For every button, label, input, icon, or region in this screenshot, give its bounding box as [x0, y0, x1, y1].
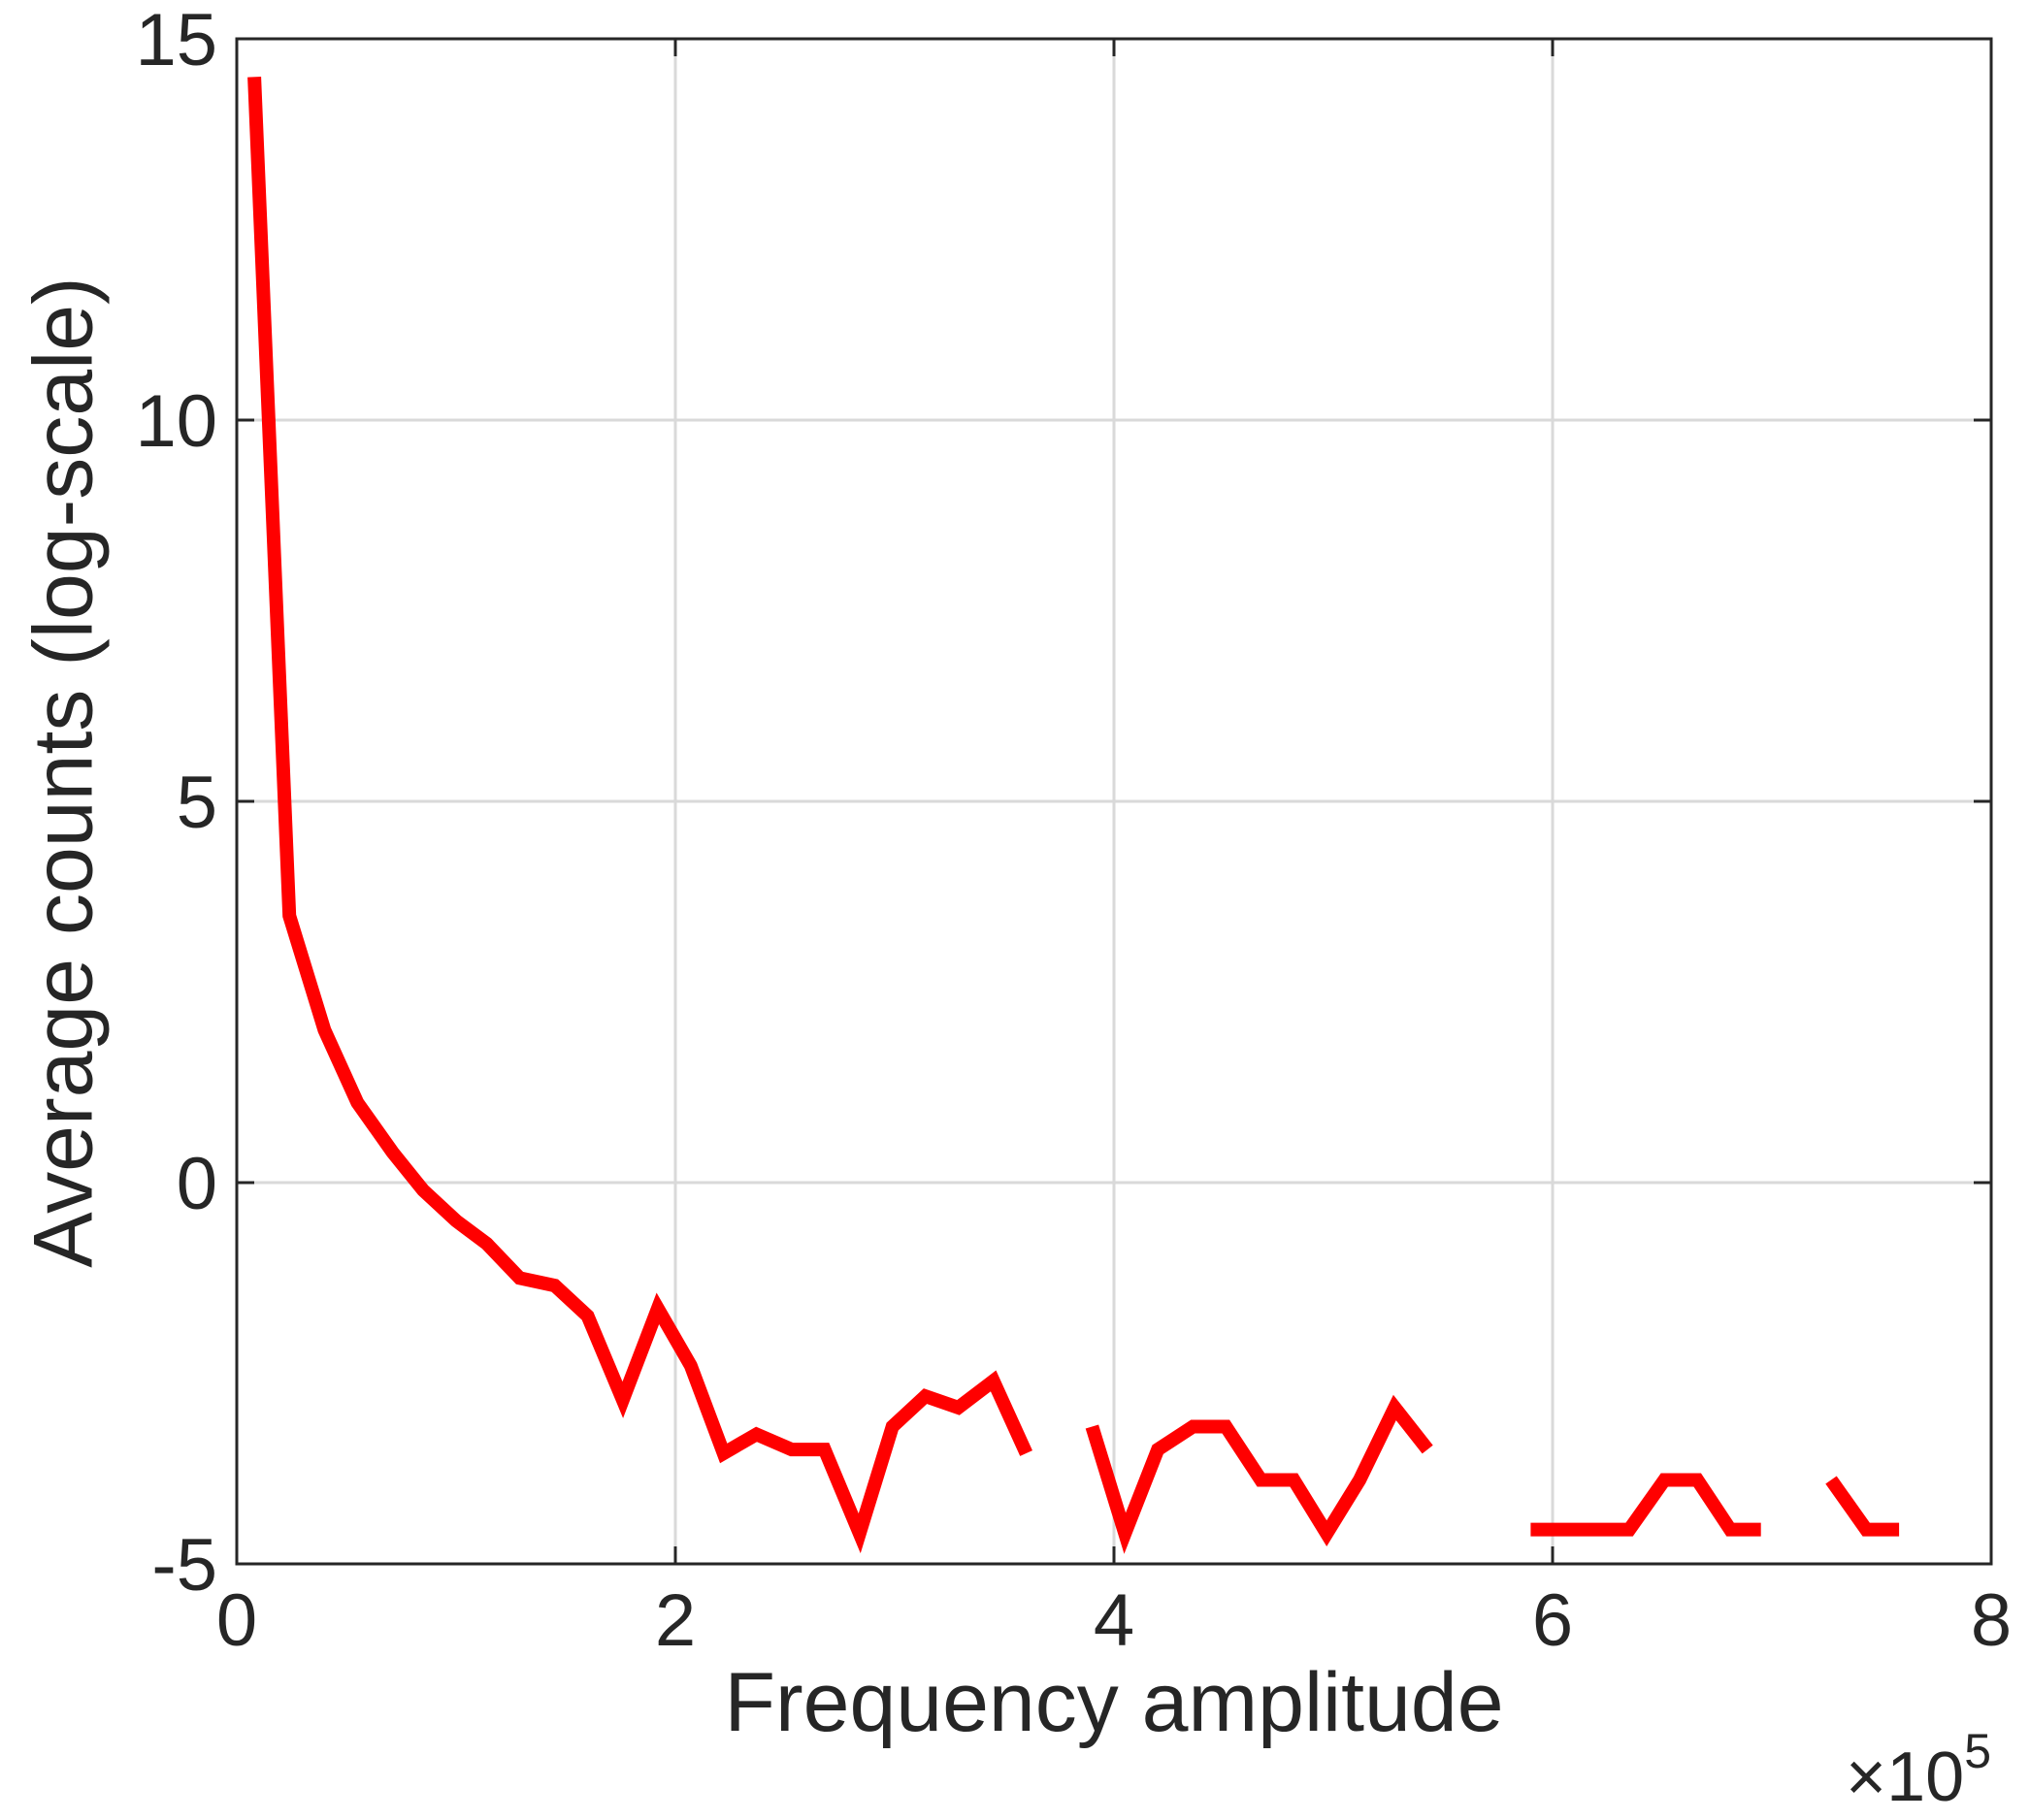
x-axis-multiplier-prefix: ×10: [1846, 1739, 1964, 1816]
y-tick-label: 15: [135, 0, 217, 81]
y-tick-label: -5: [151, 1524, 217, 1607]
series-line-segment: [1085, 1394, 1433, 1554]
x-tick-label: 0: [216, 1579, 257, 1662]
y-tick-label: 0: [177, 1143, 217, 1225]
series-line-segment: [1530, 1473, 1761, 1537]
series-layer: [247, 77, 1900, 1554]
x-axis-label: Frequency amplitude: [724, 1656, 1503, 1749]
x-tick-label: 2: [655, 1579, 696, 1662]
x-tick-label: 4: [1094, 1579, 1134, 1662]
x-tick-label: 6: [1532, 1579, 1573, 1662]
x-axis-multiplier-exponent: 5: [1964, 1724, 1991, 1778]
y-tick-label: 5: [177, 762, 217, 844]
series-line-segment: [247, 77, 1032, 1554]
y-axis-label: Average counts (log-scale): [17, 276, 111, 1267]
x-axis-multiplier: ×105: [1846, 1724, 1991, 1816]
grid-layer: [237, 39, 1991, 1564]
x-tick-label: 8: [1971, 1579, 2012, 1662]
y-tick-label: 10: [135, 380, 217, 463]
series-line-segment: [1825, 1476, 1900, 1537]
